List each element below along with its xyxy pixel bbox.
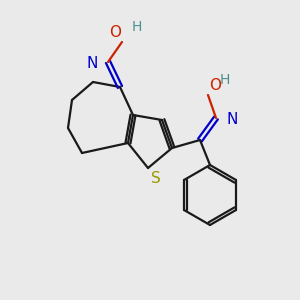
Text: N: N [87, 56, 98, 71]
Text: O: O [109, 25, 121, 40]
Text: H: H [132, 20, 142, 34]
Text: S: S [151, 171, 161, 186]
Text: N: N [226, 112, 237, 128]
Text: O: O [209, 78, 221, 93]
Text: H: H [220, 73, 230, 87]
